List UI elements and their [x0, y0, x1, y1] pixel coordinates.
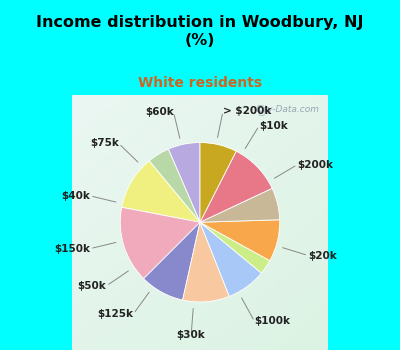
Wedge shape [122, 161, 200, 222]
Wedge shape [200, 222, 270, 273]
Text: $20k: $20k [308, 251, 337, 260]
Text: White residents: White residents [138, 76, 262, 90]
Text: $125k: $125k [98, 309, 134, 319]
Wedge shape [200, 142, 236, 222]
Wedge shape [200, 151, 272, 222]
Text: Income distribution in Woodbury, NJ
(%): Income distribution in Woodbury, NJ (%) [36, 15, 364, 48]
Text: $50k: $50k [78, 281, 106, 291]
Text: $10k: $10k [259, 121, 288, 131]
Wedge shape [200, 222, 262, 296]
Text: $150k: $150k [54, 244, 90, 254]
Text: $40k: $40k [61, 191, 90, 201]
Text: $60k: $60k [145, 107, 174, 117]
Wedge shape [183, 222, 229, 302]
Text: $200k: $200k [298, 160, 334, 170]
Text: City-Data.com: City-Data.com [256, 105, 320, 114]
Wedge shape [200, 188, 280, 222]
Text: $30k: $30k [177, 330, 206, 340]
Wedge shape [200, 220, 280, 261]
Text: $75k: $75k [90, 139, 119, 148]
Text: ⓘ: ⓘ [259, 105, 265, 115]
Wedge shape [168, 142, 200, 222]
Wedge shape [120, 207, 200, 279]
Wedge shape [149, 149, 200, 222]
Text: > $200k: > $200k [223, 106, 271, 117]
Wedge shape [144, 222, 200, 300]
Text: $100k: $100k [254, 316, 290, 327]
